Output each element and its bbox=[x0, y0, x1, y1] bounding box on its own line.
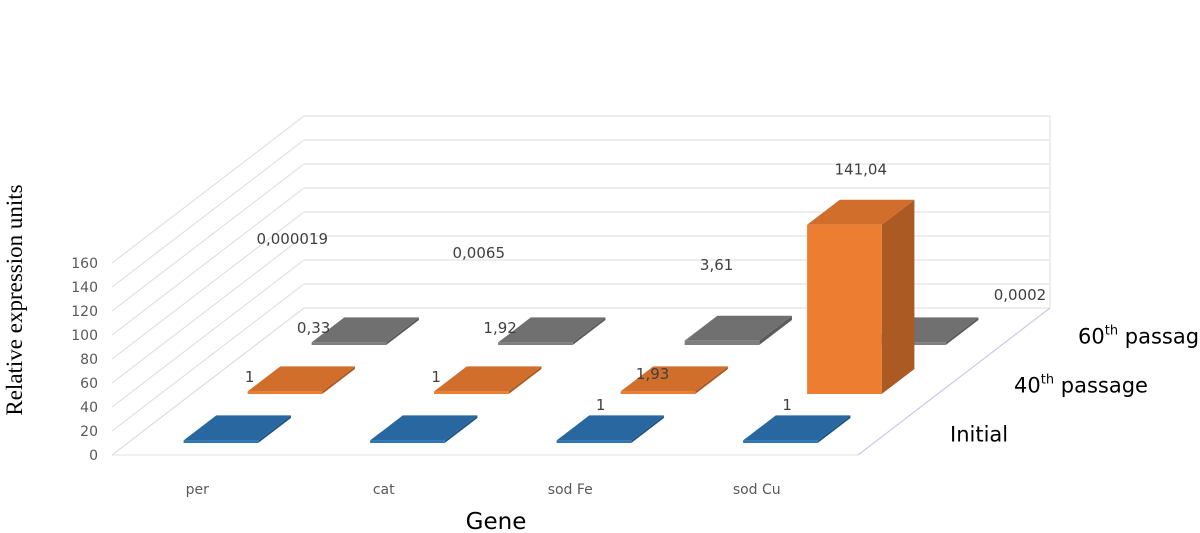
bar-front bbox=[498, 342, 573, 345]
data-label: 1 bbox=[596, 396, 606, 414]
bar-side bbox=[881, 199, 915, 394]
bar-side bbox=[322, 366, 355, 394]
series-label: Initial bbox=[950, 423, 1008, 447]
gridlines bbox=[111, 115, 1051, 456]
bar bbox=[247, 366, 355, 394]
bar-side bbox=[945, 317, 979, 345]
y-tick-label: 80 bbox=[80, 352, 98, 368]
data-label: 0,33 bbox=[297, 319, 330, 337]
bar-top bbox=[620, 366, 728, 392]
category-labels: per cat sod Fe sod Cu bbox=[186, 482, 781, 498]
gridline bbox=[111, 187, 1050, 336]
bar-top bbox=[311, 317, 419, 343]
data-label: 1 bbox=[245, 368, 255, 386]
bar bbox=[684, 315, 792, 345]
annotation-label: 0,0065 bbox=[453, 244, 506, 262]
bar-front bbox=[743, 440, 818, 443]
series-labels: Initial 40th passage 60th passage bbox=[950, 324, 1200, 447]
bar-top bbox=[743, 415, 851, 441]
data-label: 1 bbox=[431, 368, 441, 386]
bar bbox=[370, 415, 478, 443]
data-label: 0,0002 bbox=[994, 286, 1047, 304]
data-label: 1 bbox=[782, 396, 792, 414]
bar-top bbox=[434, 366, 542, 392]
gridline bbox=[111, 283, 1050, 432]
y-tick-label: 160 bbox=[71, 256, 98, 272]
bar-side bbox=[759, 315, 792, 345]
depth-axis-line bbox=[857, 307, 1051, 456]
data-label: 1,93 bbox=[636, 365, 669, 383]
data-label: 1,92 bbox=[483, 319, 516, 337]
bar-side bbox=[386, 317, 419, 345]
y-tick-label: 100 bbox=[71, 328, 98, 344]
bar-side bbox=[817, 415, 851, 443]
bar bbox=[434, 366, 542, 394]
category-label: sod Fe bbox=[548, 482, 593, 498]
y-axis-ticks: 0 20 40 60 80 100 120 140 160 bbox=[71, 256, 98, 464]
y-axis-title: Relative expression units bbox=[2, 184, 27, 415]
annotations: 0,000019 0,0065 bbox=[256, 230, 505, 262]
bar-side bbox=[572, 317, 606, 345]
gridline bbox=[111, 139, 1050, 288]
bar-front bbox=[311, 342, 387, 345]
bar bbox=[498, 317, 606, 345]
bar-top bbox=[684, 315, 792, 341]
bar-side bbox=[695, 366, 728, 394]
gridline bbox=[111, 115, 1050, 264]
series-label: 60th passage bbox=[1078, 324, 1200, 349]
bar-front bbox=[807, 224, 882, 394]
y-tick-label: 140 bbox=[71, 280, 98, 296]
bar-front bbox=[183, 440, 259, 443]
category-label: per bbox=[186, 482, 210, 498]
bar bbox=[183, 415, 291, 443]
y-tick-label: 0 bbox=[89, 448, 98, 464]
bar-side bbox=[258, 415, 291, 443]
bar bbox=[556, 415, 664, 443]
gridline bbox=[111, 163, 1050, 312]
data-label: 141,04 bbox=[835, 160, 888, 178]
bar-front bbox=[620, 391, 696, 394]
bar-front bbox=[556, 440, 632, 443]
bar-front bbox=[247, 391, 323, 394]
gridline bbox=[111, 211, 1050, 360]
bar-top bbox=[807, 199, 915, 225]
y-tick-label: 40 bbox=[80, 400, 98, 416]
bar-side bbox=[631, 415, 664, 443]
bars bbox=[183, 199, 979, 443]
bar-top bbox=[556, 415, 664, 441]
data-label: 3,61 bbox=[700, 256, 733, 274]
gridline bbox=[111, 235, 1050, 384]
bar bbox=[311, 317, 419, 345]
bar bbox=[620, 366, 728, 394]
bar-side bbox=[444, 415, 478, 443]
bar bbox=[743, 415, 851, 443]
bar-front bbox=[684, 340, 760, 345]
bar-front bbox=[434, 391, 509, 394]
left-wall-edge bbox=[111, 307, 305, 456]
bar-side bbox=[508, 366, 542, 394]
bar-top bbox=[183, 415, 291, 441]
bar-top bbox=[370, 415, 478, 441]
bar-top bbox=[247, 366, 355, 392]
x-axis-title: Gene bbox=[466, 509, 527, 533]
y-tick-label: 120 bbox=[71, 304, 98, 320]
bar-top bbox=[498, 317, 606, 343]
bar bbox=[807, 199, 915, 394]
category-label: cat bbox=[373, 482, 395, 498]
gridline bbox=[111, 259, 1050, 408]
bar-front bbox=[370, 440, 445, 443]
series-label: 40th passage bbox=[1014, 373, 1148, 398]
y-tick-label: 20 bbox=[80, 424, 98, 440]
y-tick-label: 60 bbox=[80, 376, 98, 392]
data-labels: 0,33 1,92 3,61 0,0002 1 1 1,93 141,04 1 1 bbox=[245, 160, 1046, 414]
annotation-label: 0,000019 bbox=[256, 230, 328, 248]
category-label: sod Cu bbox=[733, 482, 781, 498]
